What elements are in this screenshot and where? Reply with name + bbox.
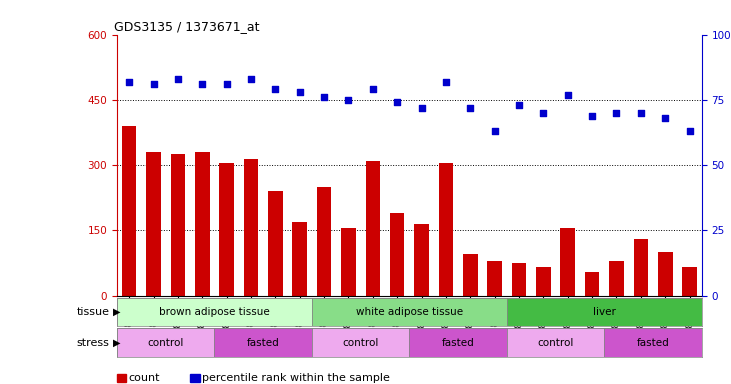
Bar (634, 239, 648, 296)
Point (124, 78, 135, 84)
Bar (292, 222, 307, 296)
Point (270, 86, 281, 93)
Bar (609, 261, 624, 296)
Text: control: control (537, 338, 574, 348)
Point (683, 128, 695, 134)
Text: control: control (342, 338, 379, 348)
Bar (414, 224, 429, 296)
Text: fasted: fasted (442, 338, 474, 348)
Bar (561, 228, 575, 296)
Text: stress: stress (77, 338, 110, 348)
Bar (658, 252, 673, 296)
Text: control: control (148, 338, 184, 348)
Point (610, 110, 622, 116)
Point (416, 104, 428, 111)
Point (294, 89, 306, 95)
Bar (312, 328, 409, 357)
Bar (536, 267, 550, 296)
Text: tissue: tissue (77, 307, 110, 317)
Text: fasted: fasted (247, 338, 279, 348)
Point (197, 81, 208, 87)
Text: white adipose tissue: white adipose tissue (356, 307, 463, 317)
Bar (317, 187, 331, 296)
Point (172, 76, 183, 82)
Point (245, 76, 257, 82)
Point (367, 86, 379, 93)
Point (391, 99, 403, 106)
Point (489, 128, 501, 134)
Point (440, 78, 452, 84)
Bar (312, 298, 507, 326)
Bar (170, 154, 185, 296)
Bar (117, 298, 312, 326)
Point (537, 110, 549, 116)
Bar (409, 328, 507, 357)
Text: liver: liver (593, 307, 616, 317)
Point (513, 102, 525, 108)
Point (659, 115, 671, 121)
Bar (488, 261, 502, 296)
Text: GDS3135 / 1373671_at: GDS3135 / 1373671_at (114, 20, 260, 33)
Bar (585, 272, 599, 296)
Bar (122, 126, 137, 296)
Text: percentile rank within the sample: percentile rank within the sample (202, 373, 390, 383)
Point (318, 94, 330, 100)
Bar (117, 328, 214, 357)
Bar (507, 328, 605, 357)
Point (343, 97, 355, 103)
Text: brown adipose tissue: brown adipose tissue (159, 307, 270, 317)
Bar (507, 298, 702, 326)
Point (562, 91, 574, 98)
Bar (439, 163, 453, 296)
Text: ▶: ▶ (113, 307, 121, 317)
Point (221, 81, 232, 87)
Text: ▶: ▶ (113, 338, 121, 348)
Point (635, 110, 647, 116)
Text: count: count (129, 373, 160, 383)
Bar (146, 152, 161, 296)
Bar (605, 328, 702, 357)
Bar (341, 228, 356, 296)
Bar (214, 328, 312, 357)
Point (464, 104, 476, 111)
Bar (463, 254, 477, 296)
Text: fasted: fasted (637, 338, 670, 348)
Bar (366, 161, 380, 296)
Point (586, 113, 598, 119)
Bar (390, 213, 404, 296)
Bar (195, 152, 210, 296)
Bar (243, 159, 258, 296)
Bar (512, 263, 526, 296)
Bar (219, 163, 234, 296)
Bar (682, 267, 697, 296)
Bar (268, 191, 283, 296)
Point (148, 81, 159, 87)
